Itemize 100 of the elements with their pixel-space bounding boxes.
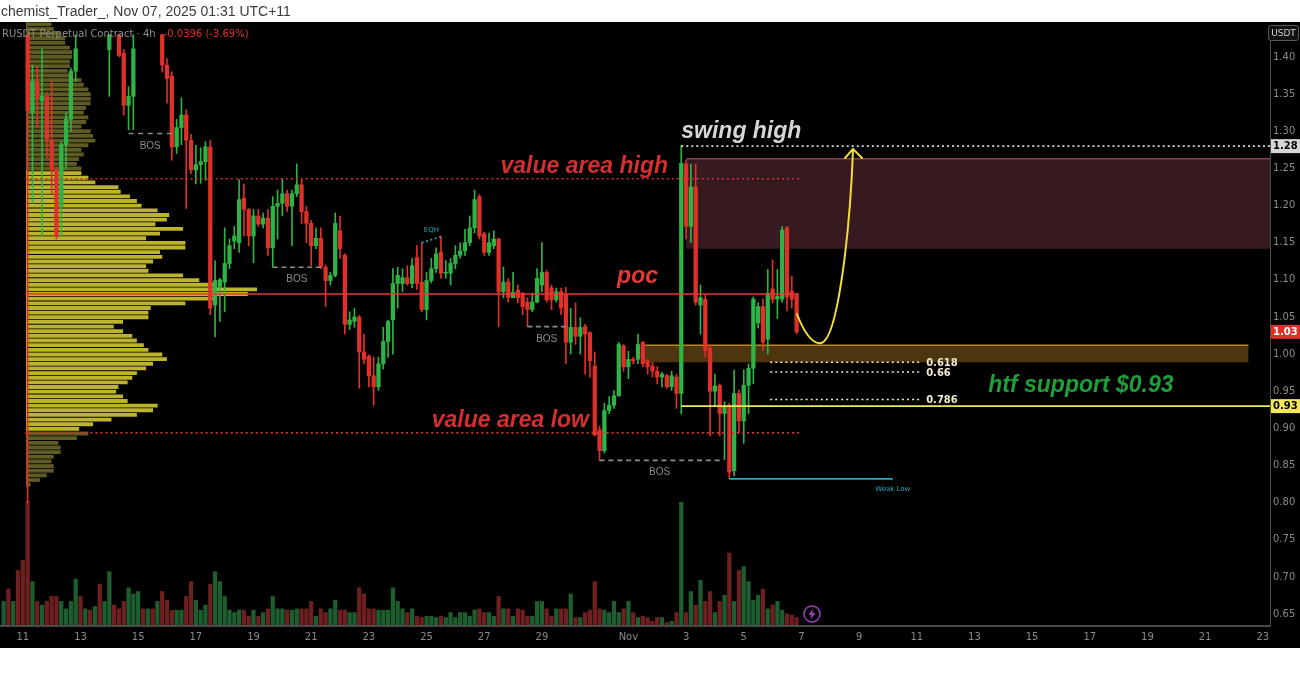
bar	[289, 609, 295, 625]
candlestick	[241, 183, 247, 237]
annotation: -0.0396 (-3.69%)	[163, 28, 249, 39]
bar	[323, 612, 328, 625]
x-tick-label: 13	[968, 630, 981, 642]
candlestick	[712, 373, 718, 407]
bar	[539, 601, 545, 625]
bar	[26, 468, 54, 473]
x-tick-label: 17	[1083, 630, 1097, 642]
bar	[97, 583, 102, 625]
bar	[59, 601, 64, 625]
bar	[558, 608, 564, 625]
bar	[265, 608, 271, 625]
bar	[376, 609, 381, 625]
bar	[54, 596, 59, 625]
data-label: 0.93	[1273, 400, 1298, 412]
x-tick-label: 5	[740, 630, 747, 642]
y-tick-label: 1.00	[1273, 347, 1296, 359]
bar	[352, 612, 357, 625]
x-tick-label: 19	[1141, 630, 1154, 642]
bar	[26, 254, 163, 259]
bar	[1, 601, 6, 625]
candlestick	[371, 356, 376, 406]
bar	[693, 604, 698, 625]
y-tick-label: 1.25	[1273, 162, 1296, 174]
bar	[659, 617, 665, 625]
bar	[256, 615, 261, 625]
bar	[357, 587, 362, 625]
bar	[405, 612, 410, 625]
bar	[722, 594, 727, 625]
bar	[160, 591, 165, 625]
bar	[261, 612, 266, 625]
chart-title: chemist_Trader_, Nov 07, 2025 01:31 UTC+11	[0, 2, 292, 21]
bar	[294, 608, 299, 625]
x-tick-label: 17	[189, 630, 203, 642]
x-tick-label: 9	[855, 630, 863, 642]
bar	[188, 581, 194, 625]
y-tick-label: 0.65	[1273, 607, 1296, 619]
candlestick	[39, 48, 45, 237]
x-tick-label: 25	[420, 630, 433, 642]
bar	[155, 601, 160, 625]
y-tick-label: 1.40	[1273, 50, 1296, 62]
bar	[112, 604, 117, 625]
bar	[26, 287, 257, 292]
x-tick-label: 23	[362, 630, 376, 642]
bar	[491, 615, 496, 625]
y-tick-label: 1.30	[1273, 124, 1296, 136]
bar	[150, 608, 155, 625]
series-label: swing high	[681, 117, 802, 144]
y-tick-label: 0.95	[1273, 384, 1296, 396]
bar	[486, 612, 492, 625]
y-tick-label: 0.75	[1273, 533, 1296, 545]
series-label: value area high	[500, 151, 669, 178]
series-label: poc	[616, 261, 659, 288]
series-label: 0.618	[926, 357, 958, 369]
x-tick-label: 19	[247, 630, 260, 642]
bar	[26, 333, 133, 338]
y-tick-label: 0.85	[1273, 459, 1296, 471]
bar	[707, 591, 713, 625]
x-tick-label: 21	[1198, 630, 1212, 642]
bar	[25, 501, 30, 625]
bar	[765, 608, 770, 625]
bar	[26, 394, 124, 399]
bar	[26, 22, 52, 27]
bar	[477, 608, 482, 625]
bar	[698, 580, 703, 625]
y-tick-label: 0.70	[1273, 570, 1296, 582]
bar	[313, 615, 319, 625]
bar	[506, 608, 511, 625]
x-tick-label: 3	[682, 630, 690, 642]
bar	[83, 608, 88, 625]
bar	[602, 609, 607, 625]
bar	[732, 601, 737, 625]
bar	[26, 217, 167, 222]
series-label: BOS	[649, 466, 671, 478]
bar	[712, 612, 718, 625]
x-tick-label: 11	[910, 630, 924, 642]
bar	[6, 588, 11, 625]
currency-button: USDT	[1268, 25, 1299, 41]
bar	[775, 601, 780, 625]
bar	[631, 612, 636, 625]
bar	[727, 552, 732, 625]
text: 1.03	[1273, 325, 1298, 337]
series-label: value area low	[431, 405, 592, 432]
bar	[573, 617, 578, 625]
y-tick-label: 1.15	[1273, 236, 1296, 248]
bar	[26, 310, 149, 315]
bar	[472, 609, 477, 625]
bar	[126, 587, 131, 625]
bar	[87, 609, 93, 625]
bar	[770, 604, 775, 625]
bar	[669, 620, 674, 625]
bar	[414, 615, 420, 625]
bar	[688, 591, 693, 625]
bar	[496, 596, 501, 625]
bar	[674, 612, 679, 625]
bar	[679, 501, 684, 625]
bar	[794, 617, 799, 625]
bar	[26, 380, 128, 385]
bar	[568, 593, 573, 625]
